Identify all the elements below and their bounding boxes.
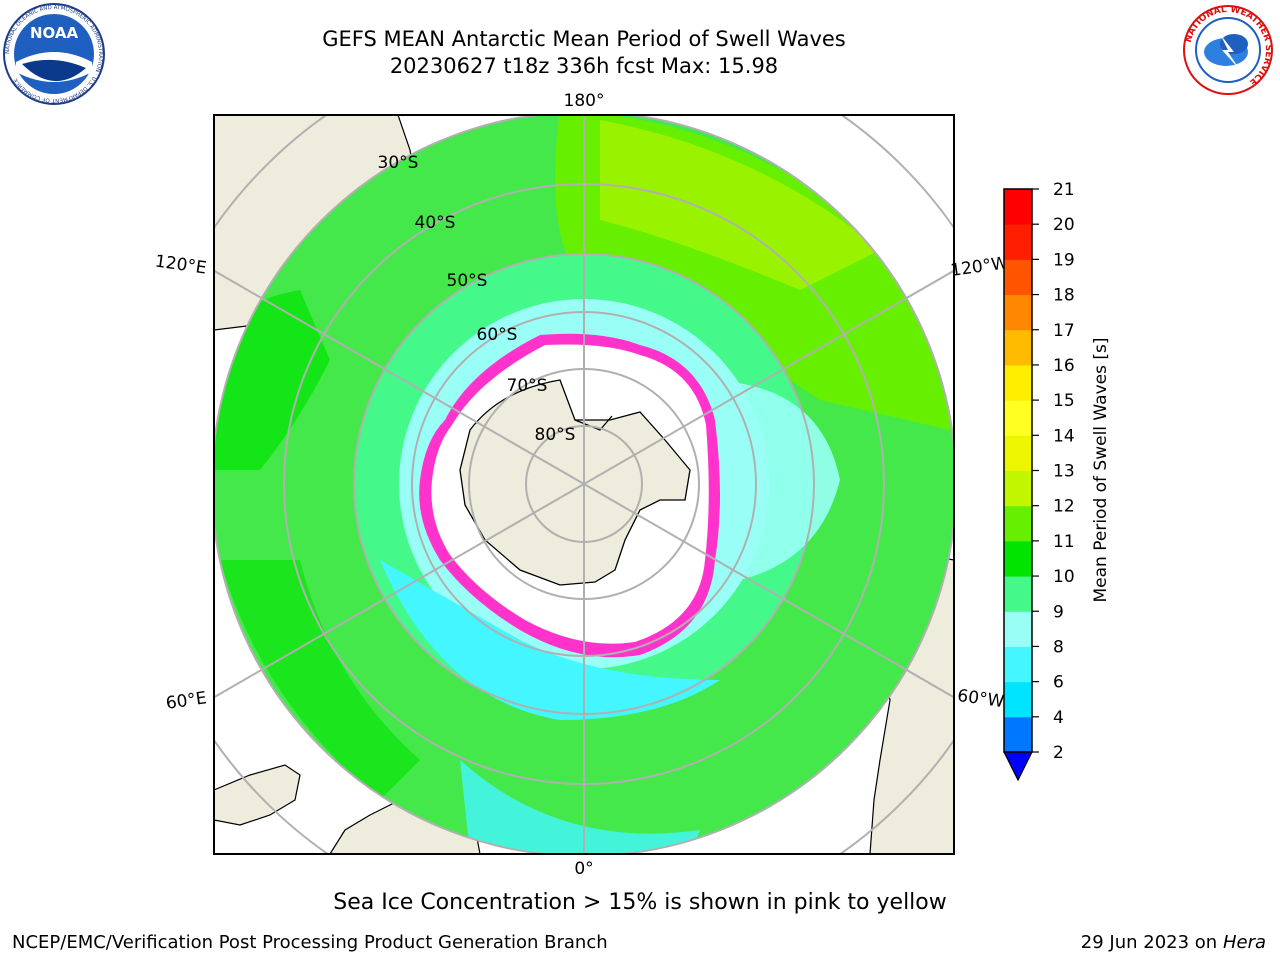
lat-label-30s: 30°S: [378, 153, 419, 173]
colorbar-segment: [1004, 716, 1032, 753]
colorbar-segment: [1004, 294, 1032, 331]
colorbar-segment: [1004, 329, 1032, 366]
graticule: [214, 115, 954, 854]
colorbar-tick-label: 21: [1053, 180, 1075, 200]
colorbar-segment: [1004, 540, 1032, 577]
colorbar-tick-label: 8: [1053, 637, 1064, 657]
footer-date: 29 Jun 2023 on Hera: [1081, 932, 1266, 953]
map-frame: [213, 114, 955, 855]
colorbar-tick-label: 6: [1053, 673, 1064, 693]
nws-logo: NATIONAL WEATHER SERVICE: [1183, 5, 1273, 95]
lat-label-80s: 80°S: [535, 425, 576, 445]
chart-title: GEFS MEAN Antarctic Mean Period of Swell…: [322, 27, 846, 51]
colorbar-segment: [1004, 681, 1032, 718]
lat-label-60s: 60°S: [477, 325, 518, 345]
colorbar-segment: [1004, 611, 1032, 647]
colorbar-tick-label: 17: [1053, 321, 1075, 341]
footer-credit: NCEP/EMC/Verification Post Processing Pr…: [12, 932, 608, 953]
chart-subtitle: 20230627 t18z 336h fcst Max: 15.98: [389, 54, 779, 78]
colorbar-segment: [1004, 364, 1032, 401]
colorbar-segment: [1004, 470, 1032, 507]
colorbar-tick-label: 9: [1053, 602, 1064, 622]
lon-label-180: 180°: [564, 91, 605, 111]
colorbar-tick-label: 15: [1053, 391, 1075, 411]
colorbar-tick-label: 19: [1053, 250, 1075, 270]
footer-host: Hera: [1222, 932, 1266, 953]
colorbar-ticks: 2 4 6 8 9 10 11 12 13 14 15 16 17 18 19 20 21: [1032, 180, 1075, 763]
colorbar-segment: [1004, 435, 1032, 471]
colorbar-segment: [1004, 224, 1032, 260]
colorbar-segment: [1004, 505, 1032, 542]
colorbar-extend-arrow: [1003, 751, 1033, 782]
colorbar-segment: [1004, 576, 1032, 612]
colorbar-tick-label: 11: [1053, 532, 1075, 552]
colorbar-tick-label: 16: [1053, 356, 1075, 376]
colorbar-segments: [1004, 189, 1032, 753]
colorbar-segment: [1004, 189, 1032, 225]
colorbar-tick-label: 18: [1053, 286, 1075, 306]
colorbar-label: Mean Period of Swell Waves [s]: [1091, 338, 1111, 603]
footer-date-text: 29 Jun 2023 on: [1080, 932, 1218, 953]
colorbar-tick-label: 13: [1053, 462, 1075, 482]
colorbar-tick-label: 2: [1053, 743, 1064, 763]
colorbar-tick-label: 12: [1053, 497, 1075, 517]
colorbar-segment: [1004, 646, 1032, 683]
lat-label-40s: 40°S: [415, 213, 456, 233]
colorbar-tick-label: 14: [1053, 426, 1075, 446]
colorbar-segment: [1004, 400, 1032, 436]
colorbar-tick-label: 20: [1053, 215, 1075, 235]
lat-label-50s: 50°S: [447, 271, 488, 291]
noaa-logo: NOAA NATIONAL OCEANIC AND ATMOSPHERIC AD…: [3, 3, 105, 105]
svg-text:NOAA: NOAA: [30, 24, 79, 42]
colorbar-segment: [1004, 259, 1032, 296]
sea-ice-note: Sea Ice Concentration > 15% is shown in …: [333, 890, 947, 915]
colorbar-tick-label: 4: [1053, 708, 1064, 728]
lat-label-70s: 70°S: [507, 376, 548, 396]
colorbar-tick-label: 10: [1053, 567, 1075, 587]
land-madagascar: [214, 764, 301, 826]
lon-label-0: 0°: [574, 859, 593, 879]
land-antarctica: [459, 379, 691, 586]
